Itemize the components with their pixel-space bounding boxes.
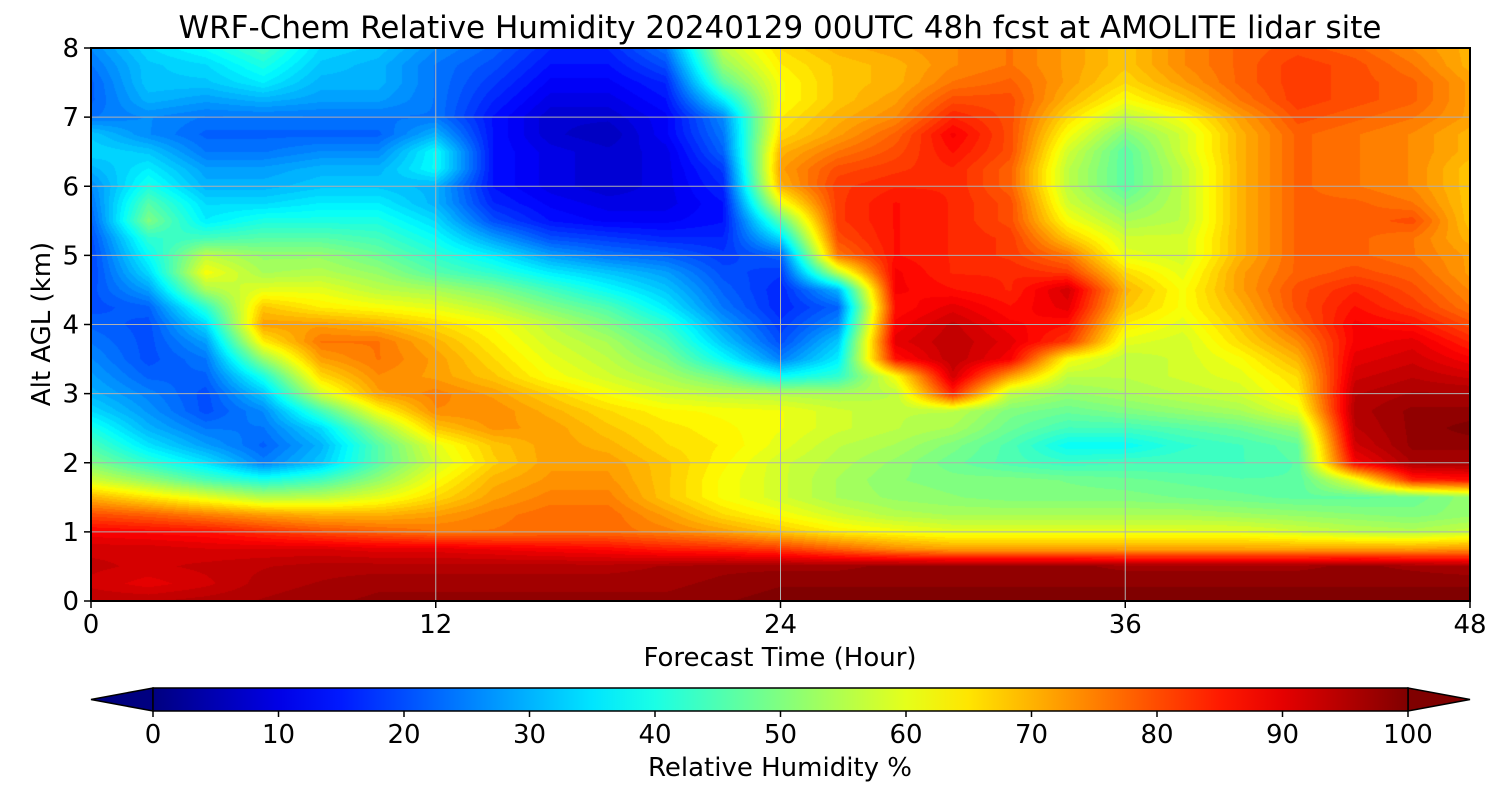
colorbar-tick-label: 100 bbox=[1383, 720, 1433, 750]
colorbar-bar bbox=[152, 687, 1409, 712]
y-tick-label: 8 bbox=[62, 34, 79, 64]
colorbar-tick-label: 20 bbox=[387, 720, 420, 750]
colorbar-tick-label: 0 bbox=[145, 720, 162, 750]
y-tick-label: 0 bbox=[62, 587, 79, 617]
y-tick-label: 3 bbox=[62, 380, 79, 410]
colorbar-extend-high bbox=[1407, 687, 1471, 712]
y-tick-label: 2 bbox=[62, 449, 79, 479]
y-axis-label: Alt AGL (km) bbox=[27, 242, 57, 406]
colorbar-label: Relative Humidity % bbox=[648, 753, 912, 783]
y-tick-label: 4 bbox=[62, 311, 79, 341]
colorbar: 0 10 20 30 40 50 60 70 80 90 100 bbox=[90, 687, 1471, 750]
x-tick-label: 24 bbox=[764, 610, 797, 640]
x-axis-label: Forecast Time (Hour) bbox=[643, 643, 916, 673]
colorbar-tick-label: 10 bbox=[262, 720, 295, 750]
colorbar-tick-label: 30 bbox=[513, 720, 546, 750]
x-tick-label: 12 bbox=[419, 610, 452, 640]
y-tick-label: 6 bbox=[62, 172, 79, 202]
colorbar-tick-label: 70 bbox=[1015, 720, 1048, 750]
colorbar-tick-label: 60 bbox=[889, 720, 922, 750]
colorbar-tick-label: 50 bbox=[764, 720, 797, 750]
colorbar-tick-label: 80 bbox=[1140, 720, 1173, 750]
colorbar-tick-label: 90 bbox=[1266, 720, 1299, 750]
colorbar-tick-label: 40 bbox=[638, 720, 671, 750]
y-tick-label: 1 bbox=[62, 518, 79, 548]
x-tick-label: 36 bbox=[1109, 610, 1142, 640]
y-tick-label: 5 bbox=[62, 241, 79, 271]
chart-title: WRF-Chem Relative Humidity 20240129 00UT… bbox=[178, 10, 1381, 46]
colorbar-extend-low bbox=[90, 687, 154, 712]
x-tick-label: 0 bbox=[83, 610, 100, 640]
x-tick-label: 48 bbox=[1453, 610, 1486, 640]
y-tick-label: 7 bbox=[62, 103, 79, 133]
